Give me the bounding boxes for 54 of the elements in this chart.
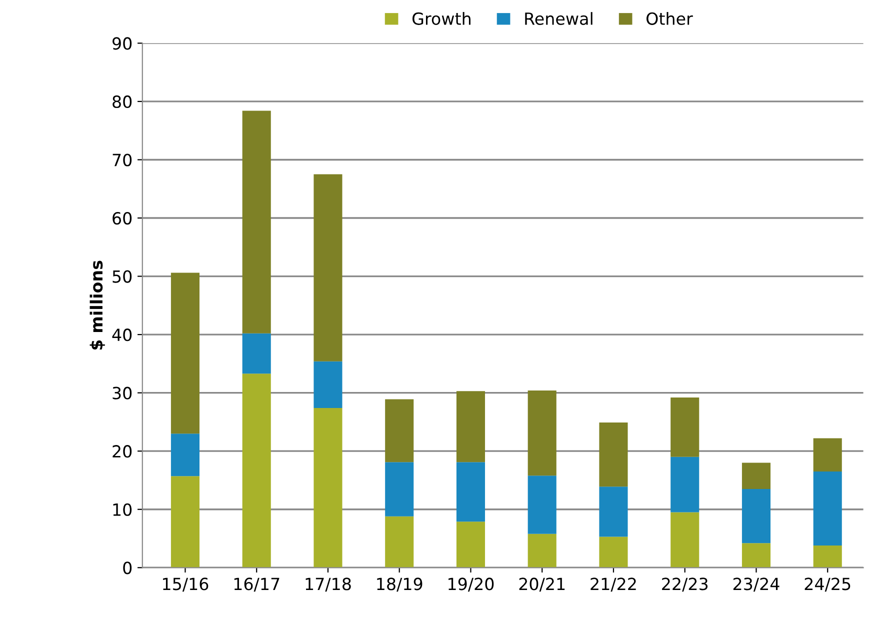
bar — [385, 399, 414, 462]
y-tick-label: 20 — [112, 445, 132, 458]
y-tick-label: 60 — [112, 212, 132, 225]
bar — [314, 174, 342, 362]
bar — [314, 361, 342, 408]
bar — [599, 486, 628, 537]
legend-label: Growth — [412, 12, 470, 25]
x-tick-label: 16/17 — [234, 578, 280, 592]
x-tick-label: 19/20 — [448, 578, 494, 592]
bar — [670, 512, 700, 568]
bar — [170, 434, 200, 476]
y-tick-label: 50 — [112, 270, 132, 283]
x-tick-label: 24/25 — [804, 578, 850, 592]
bar — [242, 110, 271, 334]
bar — [314, 408, 342, 568]
y-tick-label: 70 — [112, 154, 132, 166]
legend-label: Other — [646, 12, 693, 25]
bar — [813, 438, 842, 472]
bar — [670, 456, 700, 512]
y-tick-label: 0 — [123, 562, 132, 574]
y-tick-label: 30 — [112, 386, 132, 400]
bar — [456, 522, 486, 568]
x-tick-label: 20/21 — [519, 578, 565, 592]
bar — [670, 397, 700, 457]
y-tick-label: 80 — [112, 95, 132, 108]
y-axis-title: $ millions — [90, 260, 105, 350]
x-tick-label: 23/24 — [733, 578, 780, 592]
y-tick-label: 90 — [112, 37, 132, 50]
bar — [528, 476, 556, 534]
bar — [170, 272, 200, 434]
bar — [528, 534, 556, 568]
bar — [456, 391, 486, 462]
bar — [742, 488, 771, 544]
bar — [599, 536, 628, 568]
bar — [813, 471, 842, 546]
bar — [742, 462, 771, 489]
y-tick-label: 40 — [112, 328, 132, 342]
x-tick-label: 21/22 — [590, 578, 636, 592]
bar — [170, 476, 200, 568]
bar — [385, 462, 414, 516]
bar — [599, 422, 628, 487]
bar — [242, 374, 271, 568]
x-tick-label: 15/16 — [163, 578, 208, 592]
y-tick-label: 10 — [113, 503, 132, 516]
bar — [813, 545, 842, 568]
bar — [456, 462, 486, 522]
x-tick-label: 22/23 — [662, 578, 708, 592]
bar — [528, 390, 556, 476]
bar — [242, 333, 271, 374]
bar — [385, 516, 414, 568]
x-tick-label: 18/19 — [377, 578, 422, 592]
bar — [742, 543, 771, 568]
legend-label: Renewal — [525, 12, 592, 25]
x-tick-label: 17/18 — [306, 578, 351, 592]
